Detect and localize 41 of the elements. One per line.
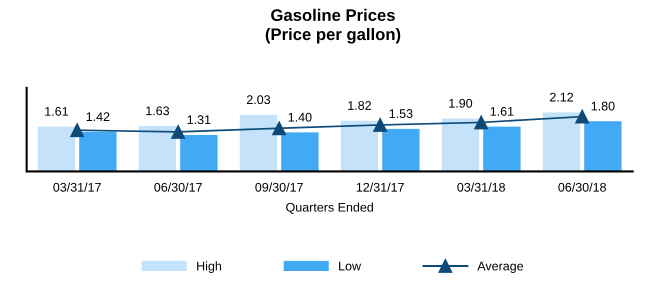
x-tick-label: 03/31/18	[457, 182, 505, 192]
bar	[584, 121, 622, 172]
bar	[38, 126, 76, 172]
point	[171, 124, 186, 139]
legend-label: Average	[477, 262, 524, 273]
chart-title: Gasoline Prices (Price per gallon)	[266, 8, 400, 44]
bar	[483, 126, 521, 172]
bar	[180, 134, 218, 172]
data-label: 1.80	[592, 102, 615, 110]
data-label: 1.40	[288, 112, 312, 122]
data-label: 1.61	[490, 106, 514, 116]
data-label: 1.42	[86, 112, 110, 121]
point	[474, 115, 488, 130]
data-label: 1.31	[188, 115, 210, 124]
data-label: 1.53	[390, 109, 412, 118]
data-label: 1.90	[449, 98, 472, 108]
x-axis-title: Quarters Ended	[286, 202, 373, 214]
legend-label: Low	[339, 262, 362, 270]
bar	[442, 118, 480, 172]
data-label: 1.82	[348, 101, 372, 110]
bar	[382, 128, 420, 172]
x-tick-label: 03/31/17	[53, 182, 101, 192]
data-label: 2.12	[550, 92, 574, 102]
x-tick-label: 06/30/17	[154, 182, 202, 192]
bar	[340, 120, 378, 172]
point	[575, 110, 590, 124]
bar	[138, 126, 176, 172]
point	[70, 123, 84, 138]
bar	[240, 114, 278, 172]
point	[272, 121, 286, 136]
x-tick-label: 06/30/18	[558, 182, 606, 192]
x-tick-label: 09/30/17	[255, 182, 303, 192]
data-label: 1.63	[146, 106, 170, 116]
point	[373, 118, 388, 132]
bar	[542, 112, 580, 172]
legend-label: High	[197, 261, 222, 273]
bar	[281, 132, 319, 172]
data-label: 2.03	[246, 95, 270, 104]
data-label: 1.61	[45, 106, 68, 116]
x-tick-label: 12/31/17	[356, 182, 404, 192]
bar	[79, 132, 117, 172]
